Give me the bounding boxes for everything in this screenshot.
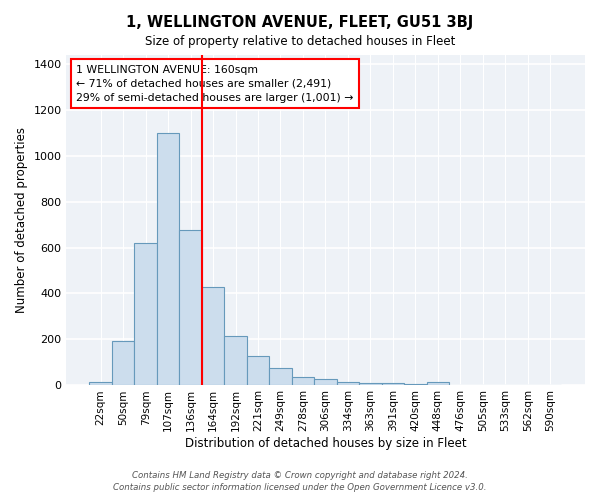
Bar	[179, 230, 202, 385]
Text: Contains HM Land Registry data © Crown copyright and database right 2024.
Contai: Contains HM Land Registry data © Crown c…	[113, 470, 487, 492]
Bar	[359, 383, 382, 385]
Bar	[157, 133, 179, 385]
Bar	[89, 382, 112, 385]
Bar	[134, 243, 157, 385]
Y-axis label: Number of detached properties: Number of detached properties	[15, 127, 28, 313]
Bar	[292, 377, 314, 385]
Bar	[269, 368, 292, 385]
Text: 1 WELLINGTON AVENUE: 160sqm
← 71% of detached houses are smaller (2,491)
29% of : 1 WELLINGTON AVENUE: 160sqm ← 71% of det…	[76, 65, 353, 103]
Text: 1, WELLINGTON AVENUE, FLEET, GU51 3BJ: 1, WELLINGTON AVENUE, FLEET, GU51 3BJ	[127, 15, 473, 30]
Bar	[112, 341, 134, 385]
Bar	[247, 356, 269, 385]
Bar	[337, 382, 359, 385]
Bar	[224, 336, 247, 385]
Bar	[404, 384, 427, 385]
X-axis label: Distribution of detached houses by size in Fleet: Distribution of detached houses by size …	[185, 437, 466, 450]
Bar	[314, 378, 337, 385]
Bar	[202, 286, 224, 385]
Bar	[382, 384, 404, 385]
Text: Size of property relative to detached houses in Fleet: Size of property relative to detached ho…	[145, 35, 455, 48]
Bar	[427, 382, 449, 385]
